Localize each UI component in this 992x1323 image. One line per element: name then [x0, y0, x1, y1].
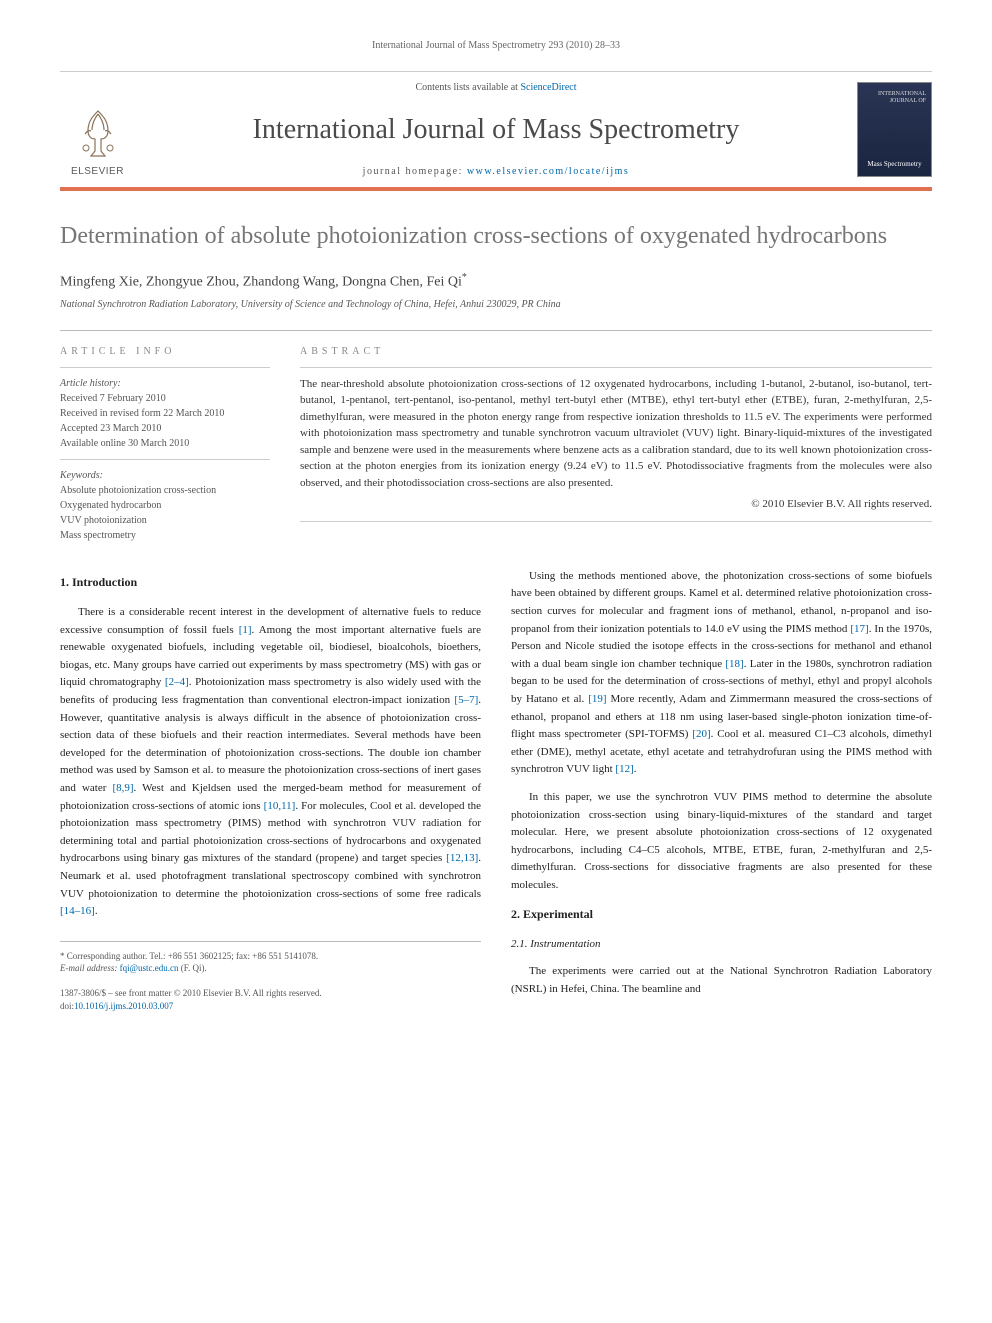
journal-homepage-link[interactable]: www.elsevier.com/locate/ijms [467, 166, 629, 177]
intro-para-1: There is a considerable recent interest … [60, 604, 481, 921]
left-column: 1. Introduction There is a considerable … [60, 568, 481, 1012]
doi-link[interactable]: 10.1016/j.ijms.2010.03.007 [74, 1001, 173, 1011]
publisher-logo: ELSEVIER [60, 72, 145, 187]
ref-link[interactable]: [12,13] [446, 852, 478, 864]
footnotes: * Corresponding author. Tel.: +86 551 36… [60, 941, 481, 975]
email-suffix: (F. Qi). [178, 963, 206, 973]
affiliation: National Synchrotron Radiation Laborator… [60, 299, 932, 310]
keyword: Mass spectrometry [60, 528, 270, 543]
ref-link[interactable]: [2–4] [165, 676, 189, 688]
ref-link[interactable]: [18] [725, 658, 743, 670]
email-link[interactable]: fqi@ustc.edu.cn [120, 963, 179, 973]
article-title: Determination of absolute photoionizatio… [60, 221, 932, 252]
instrumentation-para-1: The experiments were carried out at the … [511, 963, 932, 998]
home-prefix: journal homepage: [363, 166, 467, 177]
header-center: Contents lists available at ScienceDirec… [145, 72, 847, 187]
keyword: VUV photoionization [60, 513, 270, 528]
ref-link[interactable]: [12] [615, 763, 633, 775]
ref-link[interactable]: [10,11] [264, 800, 296, 812]
cover-main: Mass Spectrometry [863, 160, 926, 168]
right-column: Using the methods mentioned above, the p… [511, 568, 932, 1012]
journal-cover-thumb: INTERNATIONAL JOURNAL OF Mass Spectromet… [847, 72, 932, 187]
corresponding-author-note: * Corresponding author. Tel.: +86 551 36… [60, 950, 481, 963]
doi-label: doi: [60, 1001, 74, 1011]
info-abstract-row: ARTICLE INFO Article history: Received 7… [60, 330, 932, 543]
article-info-heading: ARTICLE INFO [60, 346, 270, 357]
abstract-heading: ABSTRACT [300, 346, 932, 357]
text: . [95, 905, 98, 917]
contents-line: Contents lists available at ScienceDirec… [165, 82, 827, 93]
running-head: International Journal of Mass Spectromet… [60, 40, 932, 51]
ref-link[interactable]: [1] [239, 624, 252, 636]
divider [300, 521, 932, 522]
ref-link[interactable]: [17] [850, 623, 868, 635]
cover-image: INTERNATIONAL JOURNAL OF Mass Spectromet… [857, 82, 932, 177]
corresponding-mark: * [462, 272, 467, 283]
journal-header: ELSEVIER Contents lists available at Sci… [60, 71, 932, 191]
cover-toptext: INTERNATIONAL JOURNAL OF [863, 91, 926, 105]
abstract-column: ABSTRACT The near-threshold absolute pho… [300, 346, 932, 543]
intro-para-2: Using the methods mentioned above, the p… [511, 568, 932, 779]
ref-link[interactable]: [20] [692, 728, 710, 740]
text: . [634, 763, 637, 775]
ref-link[interactable]: [14–16] [60, 905, 95, 917]
body-columns: 1. Introduction There is a considerable … [60, 568, 932, 1012]
history-online: Available online 30 March 2010 [60, 436, 270, 451]
authors-text: Mingfeng Xie, Zhongyue Zhou, Zhandong Wa… [60, 275, 462, 290]
abstract-text: The near-threshold absolute photoionizat… [300, 376, 932, 492]
divider [60, 367, 270, 368]
ref-link[interactable]: [19] [588, 693, 606, 705]
text: . However, quantitative analysis is alwa… [60, 694, 481, 794]
intro-para-3: In this paper, we use the synchrotron VU… [511, 789, 932, 895]
contents-prefix: Contents lists available at [415, 82, 520, 93]
history-received: Received 7 February 2010 [60, 391, 270, 406]
history-accepted: Accepted 23 March 2010 [60, 421, 270, 436]
sciencedirect-link[interactable]: ScienceDirect [520, 82, 576, 93]
email-line: E-mail address: fqi@ustc.edu.cn (F. Qi). [60, 962, 481, 975]
journal-title: International Journal of Mass Spectromet… [165, 114, 827, 146]
section-1-heading: 1. Introduction [60, 573, 481, 592]
journal-homepage-line: journal homepage: www.elsevier.com/locat… [165, 166, 827, 177]
history-revised: Received in revised form 22 March 2010 [60, 406, 270, 421]
section-2-heading: 2. Experimental [511, 905, 932, 924]
keywords-label: Keywords: [60, 468, 270, 483]
divider [60, 459, 270, 460]
elsevier-tree-icon [73, 106, 123, 161]
publisher-name: ELSEVIER [71, 166, 124, 177]
ref-link[interactable]: [8,9] [112, 782, 133, 794]
authors-line: Mingfeng Xie, Zhongyue Zhou, Zhandong Wa… [60, 272, 932, 291]
email-label: E-mail address: [60, 963, 120, 973]
abstract-copyright: © 2010 Elsevier B.V. All rights reserved… [300, 496, 932, 513]
divider [300, 367, 932, 368]
doi-line: doi:10.1016/j.ijms.2010.03.007 [60, 1000, 481, 1013]
keyword: Absolute photoionization cross-section [60, 483, 270, 498]
section-2-1-heading: 2.1. Instrumentation [511, 936, 932, 954]
history-label: Article history: [60, 376, 270, 391]
issn-doi-block: 1387-3806/$ – see front matter © 2010 El… [60, 987, 481, 1012]
article-info-column: ARTICLE INFO Article history: Received 7… [60, 346, 270, 543]
keyword: Oxygenated hydrocarbon [60, 498, 270, 513]
ref-link[interactable]: [5–7] [454, 694, 478, 706]
issn-line: 1387-3806/$ – see front matter © 2010 El… [60, 987, 481, 1000]
